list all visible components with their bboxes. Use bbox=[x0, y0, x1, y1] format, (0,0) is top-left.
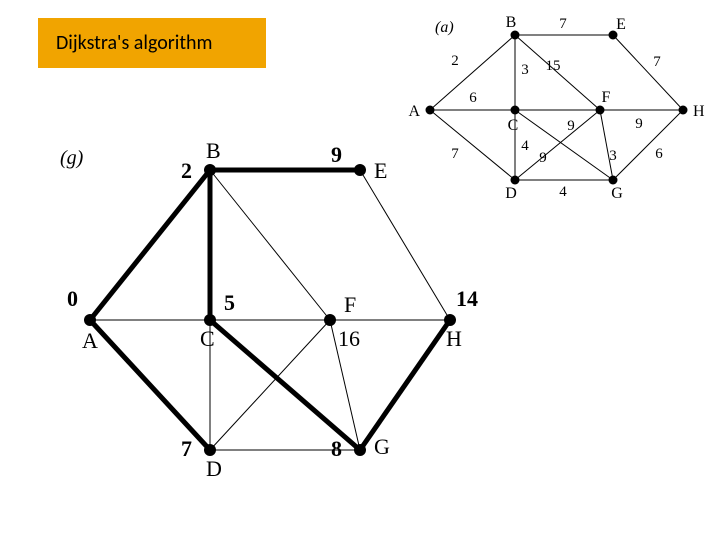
node-A bbox=[426, 106, 435, 115]
title-text: Dijkstra's algorithm bbox=[56, 31, 213, 55]
edge-C-G bbox=[515, 110, 613, 180]
edge-weight-A-B: 2 bbox=[451, 53, 459, 69]
edge-weight-D-F: 9 bbox=[539, 150, 547, 166]
node-label-H: H bbox=[693, 103, 705, 120]
edge-weight-F-G: 3 bbox=[609, 148, 617, 164]
node-D bbox=[511, 176, 520, 185]
node-dist-D: 7 bbox=[181, 436, 192, 461]
node-label-E: E bbox=[616, 16, 626, 33]
node-H bbox=[679, 106, 688, 115]
node-D bbox=[204, 444, 216, 456]
node-F bbox=[324, 314, 336, 326]
edge-D-F bbox=[210, 320, 330, 450]
node-A bbox=[84, 314, 96, 326]
edge-weight-D-G: 4 bbox=[559, 184, 567, 200]
edge-weight-A-D: 7 bbox=[451, 146, 459, 162]
graph-a: (a)267371549947396ABCDEFGH bbox=[395, 10, 705, 200]
panel-label-g: (g) bbox=[60, 147, 84, 169]
edge-G-H bbox=[360, 320, 450, 450]
node-dist-H: 14 bbox=[456, 286, 478, 311]
node-dist-C: 5 bbox=[224, 290, 235, 315]
node-label-G: G bbox=[611, 185, 623, 200]
edge-weight-A-C: 6 bbox=[469, 90, 477, 106]
node-label-B: B bbox=[206, 138, 221, 163]
node-label-A: A bbox=[408, 103, 420, 120]
edge-weight-B-C: 3 bbox=[521, 62, 529, 78]
node-label-E: E bbox=[374, 158, 387, 183]
node-F bbox=[596, 106, 605, 115]
edge-weight-F-H: 9 bbox=[635, 116, 643, 132]
edge-A-D bbox=[430, 110, 515, 180]
node-G bbox=[354, 444, 366, 456]
node-label-C: C bbox=[508, 117, 519, 134]
edge-weight-B-F: 15 bbox=[546, 58, 561, 74]
node-label-D: D bbox=[206, 456, 222, 481]
node-label-F: F bbox=[344, 292, 356, 317]
node-label-A: A bbox=[82, 328, 98, 353]
node-label-H: H bbox=[446, 326, 462, 351]
node-E bbox=[354, 164, 366, 176]
edge-weight-C-D: 4 bbox=[521, 138, 529, 154]
node-dist-F: 16 bbox=[338, 326, 360, 351]
edge-A-D bbox=[90, 320, 210, 450]
panel-label-a: (a) bbox=[435, 19, 454, 36]
node-C bbox=[511, 106, 520, 115]
node-label-D: D bbox=[505, 185, 517, 200]
edge-F-G bbox=[600, 110, 613, 180]
node-dist-G: 8 bbox=[331, 436, 342, 461]
edge-A-B bbox=[90, 170, 210, 320]
edge-weight-E-H: 7 bbox=[653, 54, 661, 70]
node-dist-A: 0 bbox=[67, 286, 78, 311]
edge-E-H bbox=[613, 35, 683, 110]
node-label-B: B bbox=[506, 14, 517, 31]
edge-weight-B-E: 7 bbox=[559, 16, 567, 32]
node-G bbox=[609, 176, 618, 185]
node-C bbox=[204, 314, 216, 326]
edge-weight-G-H: 6 bbox=[655, 146, 663, 162]
node-label-C: C bbox=[200, 326, 215, 351]
node-label-G: G bbox=[374, 434, 390, 459]
node-B bbox=[511, 31, 520, 40]
node-dist-E: 9 bbox=[331, 142, 342, 167]
node-B bbox=[204, 164, 216, 176]
edge-G-H bbox=[613, 110, 683, 180]
node-dist-B: 2 bbox=[181, 158, 192, 183]
node-label-F: F bbox=[602, 89, 611, 106]
node-H bbox=[444, 314, 456, 326]
title-box: Dijkstra's algorithm bbox=[38, 18, 266, 68]
